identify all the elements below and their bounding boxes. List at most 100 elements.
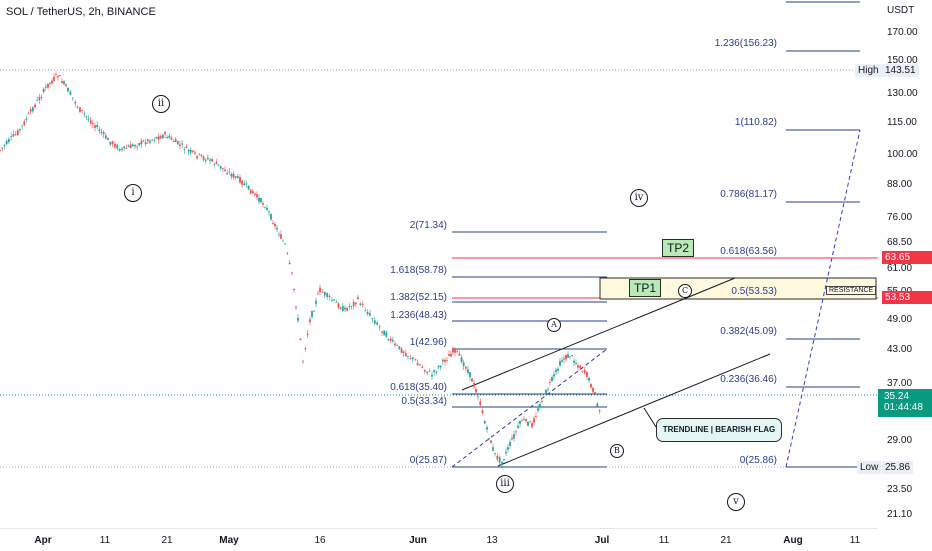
red-price-tag-top: 63.65 — [882, 251, 932, 264]
wave-label-a[interactable]: A — [547, 318, 561, 332]
candle-body — [416, 363, 419, 366]
candle-body — [258, 197, 260, 202]
fib-right-label: 0.5(53.53) — [731, 286, 777, 297]
candle-body — [215, 161, 218, 165]
candle-body — [61, 81, 63, 83]
candle-body — [196, 155, 199, 159]
candle-body — [276, 227, 278, 230]
price-tick: 115.00 — [887, 117, 917, 128]
tp1-box[interactable]: TP1 — [629, 279, 662, 297]
candle-body — [527, 421, 529, 426]
candle-body — [200, 154, 203, 157]
wave-label-iv[interactable]: iv — [630, 189, 648, 207]
upper-trendline — [461, 277, 736, 391]
candle-body — [38, 96, 41, 100]
candle-body — [14, 133, 17, 135]
candle-body — [525, 419, 527, 422]
candle-body — [563, 358, 565, 360]
fib-left-label: 1(42.96) — [409, 337, 447, 348]
candle-body — [36, 100, 39, 101]
wave-label-v[interactable]: v — [727, 493, 745, 511]
candle-body — [452, 349, 454, 353]
candle-body — [409, 358, 412, 359]
candle-body — [21, 125, 24, 127]
candle-body — [299, 338, 302, 340]
candle-body — [268, 211, 270, 213]
candle-body — [541, 401, 543, 402]
candle-body — [481, 410, 484, 413]
candle-body — [57, 75, 59, 78]
candle-body — [183, 149, 186, 151]
candle-body — [219, 166, 222, 169]
candle-body — [539, 403, 541, 408]
candle-body — [83, 113, 86, 115]
time-label: 13 — [486, 535, 498, 546]
candle-body — [87, 118, 90, 120]
candle-body — [439, 365, 442, 368]
candle-body — [352, 301, 355, 306]
candle-body — [102, 132, 105, 135]
price-tick: 68.50 — [887, 237, 913, 248]
candle-body — [0, 149, 1, 151]
time-label: Jun — [409, 535, 427, 546]
candle-body — [89, 120, 92, 124]
wave-label-c[interactable]: C — [678, 284, 692, 298]
candle-body — [85, 115, 88, 117]
candle-body — [361, 303, 364, 305]
candle-body — [404, 353, 407, 357]
candle-body — [583, 369, 586, 374]
candle-body — [433, 369, 436, 373]
candle-body — [55, 74, 57, 75]
candle-body — [138, 143, 141, 146]
fib-right-label: 1.236(156.23) — [714, 38, 777, 49]
candle-body — [49, 82, 51, 84]
candle-body — [213, 164, 216, 165]
candle-body — [513, 434, 515, 439]
candle-body — [381, 331, 383, 333]
tp2-box[interactable]: TP2 — [662, 239, 695, 257]
candle-body — [437, 365, 440, 368]
candle-body — [282, 240, 284, 242]
candle-body — [172, 141, 175, 143]
wave-label-ii[interactable]: ii — [152, 95, 170, 113]
candle-body — [594, 392, 596, 394]
trendline-callout[interactable]: TRENDLINE | BEARISH FLAG — [656, 418, 782, 442]
candle-body — [81, 110, 84, 112]
candle-body — [153, 140, 156, 141]
candle-body — [573, 360, 575, 363]
candle-body — [479, 401, 482, 406]
candle-body — [549, 381, 551, 383]
candle-body — [471, 378, 473, 382]
time-axis[interactable]: Apr 11 21 May 16 Jun 13 Jul 11 21 Aug 11 — [0, 528, 878, 551]
candle-body — [179, 144, 181, 147]
price-axis[interactable]: USDT 170.00 150.00 130.00 115.00 100.00 … — [878, 0, 932, 528]
current-price-value: 35.24 — [884, 391, 910, 402]
candle-body — [29, 109, 32, 112]
candle-body — [571, 355, 573, 356]
chart-canvas[interactable] — [0, 0, 878, 528]
candle-body — [317, 293, 319, 295]
wave-label-iii[interactable]: iii — [496, 475, 514, 493]
fib-right-label: 0.236(36.46) — [720, 374, 777, 385]
candle-body — [339, 307, 342, 309]
wave-label-b[interactable]: B — [610, 444, 624, 458]
candle-body — [346, 307, 349, 311]
candle-body — [369, 313, 371, 316]
candle-body — [419, 364, 421, 366]
candle-body — [256, 194, 258, 198]
price-tick: 61.00 — [887, 263, 913, 274]
candle-body — [496, 455, 499, 460]
candle-body — [553, 374, 555, 377]
candle-body — [378, 326, 381, 328]
candle-body — [505, 451, 507, 454]
fib-right-label: 0.786(81.17) — [720, 189, 777, 200]
wave-label-i[interactable]: i — [124, 184, 142, 202]
candle-body — [373, 320, 376, 324]
callout-pointer — [643, 407, 657, 428]
candle-body — [129, 144, 132, 149]
candle-body — [31, 107, 34, 112]
candle-body — [328, 295, 331, 297]
candle-body — [249, 189, 252, 194]
candle-body — [25, 118, 28, 120]
candle-body — [315, 300, 317, 304]
